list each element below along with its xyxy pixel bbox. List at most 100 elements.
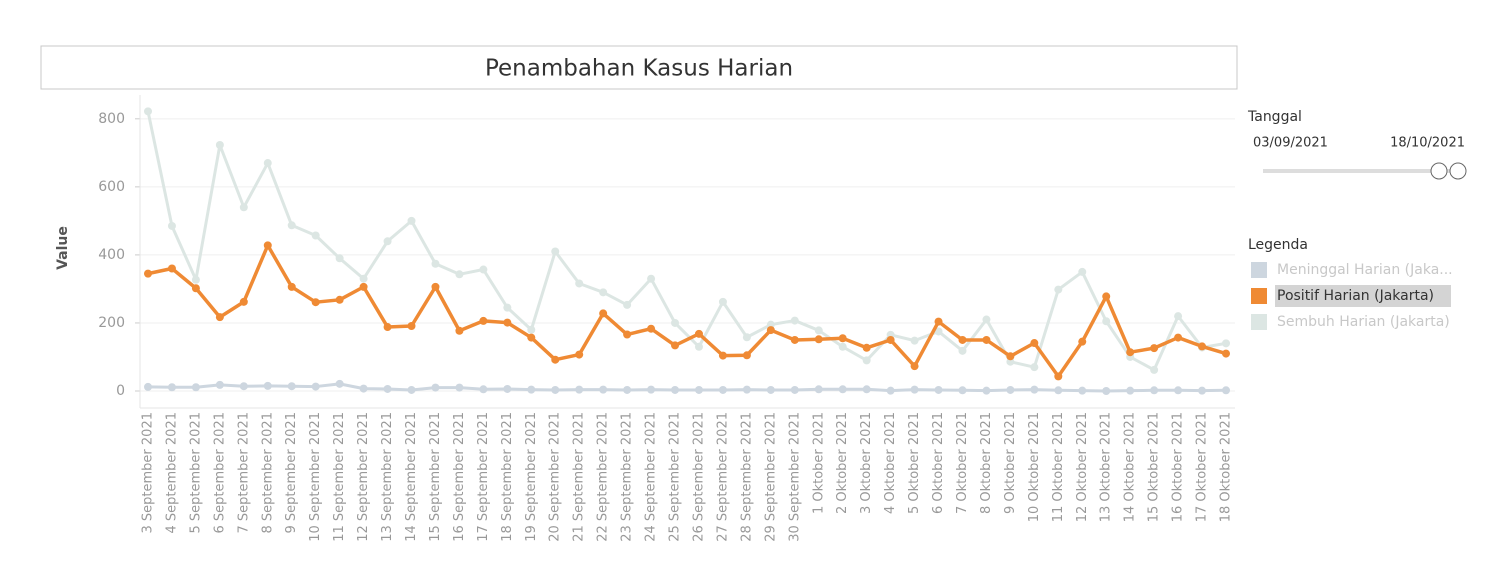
data-point[interactable] xyxy=(1174,333,1183,342)
data-point[interactable] xyxy=(551,385,560,394)
data-point[interactable] xyxy=(838,334,847,343)
data-point[interactable] xyxy=(910,336,919,345)
data-point[interactable] xyxy=(958,346,967,355)
legend-label[interactable]: Positif Harian (Jakarta) xyxy=(1277,288,1434,304)
data-point[interactable] xyxy=(623,300,632,309)
data-point[interactable] xyxy=(671,341,680,350)
data-point[interactable] xyxy=(527,385,536,394)
data-point[interactable] xyxy=(1030,339,1039,348)
data-point[interactable] xyxy=(239,297,248,306)
data-point[interactable] xyxy=(982,315,991,324)
legend-label[interactable]: Meninggal Harian (Jaka... xyxy=(1277,262,1453,278)
data-point[interactable] xyxy=(287,382,296,391)
data-point[interactable] xyxy=(1078,386,1087,395)
data-point[interactable] xyxy=(431,282,440,291)
data-point[interactable] xyxy=(958,335,967,344)
data-point[interactable] xyxy=(718,385,727,394)
legend-swatch[interactable] xyxy=(1251,314,1267,330)
data-point[interactable] xyxy=(455,383,464,392)
data-point[interactable] xyxy=(287,221,296,230)
data-point[interactable] xyxy=(239,382,248,391)
slider-handle-end[interactable] xyxy=(1449,162,1467,180)
data-point[interactable] xyxy=(623,385,632,394)
data-point[interactable] xyxy=(1078,337,1087,346)
data-point[interactable] xyxy=(1078,267,1087,276)
data-point[interactable] xyxy=(647,324,656,333)
data-point[interactable] xyxy=(527,325,536,334)
data-point[interactable] xyxy=(862,356,871,365)
data-point[interactable] xyxy=(1102,292,1111,301)
data-point[interactable] xyxy=(575,385,584,394)
data-point[interactable] xyxy=(239,203,248,212)
data-point[interactable] xyxy=(1102,386,1111,395)
data-point[interactable] xyxy=(503,384,512,393)
data-point[interactable] xyxy=(215,313,224,322)
data-point[interactable] xyxy=(599,288,608,297)
data-point[interactable] xyxy=(455,270,464,279)
data-point[interactable] xyxy=(359,282,368,291)
data-point[interactable] xyxy=(599,309,608,318)
data-point[interactable] xyxy=(191,383,200,392)
data-point[interactable] xyxy=(934,385,943,394)
data-point[interactable] xyxy=(191,284,200,293)
data-point[interactable] xyxy=(647,385,656,394)
data-point[interactable] xyxy=(1054,386,1063,395)
data-point[interactable] xyxy=(263,159,272,168)
data-point[interactable] xyxy=(191,275,200,284)
data-point[interactable] xyxy=(335,295,344,304)
legend-label[interactable]: Sembuh Harian (Jakarta) xyxy=(1277,314,1450,330)
data-point[interactable] xyxy=(934,327,943,336)
data-point[interactable] xyxy=(1222,349,1230,358)
data-point[interactable] xyxy=(1126,348,1135,357)
data-point[interactable] xyxy=(886,335,895,344)
data-point[interactable] xyxy=(1174,312,1183,321)
data-point[interactable] xyxy=(814,335,823,344)
data-point[interactable] xyxy=(742,333,751,342)
data-point[interactable] xyxy=(551,247,560,256)
data-point[interactable] xyxy=(1006,385,1015,394)
data-point[interactable] xyxy=(144,107,152,116)
data-point[interactable] xyxy=(431,259,440,268)
data-point[interactable] xyxy=(766,326,775,335)
data-point[interactable] xyxy=(766,385,775,394)
data-point[interactable] xyxy=(862,343,871,352)
data-point[interactable] xyxy=(910,385,919,394)
data-point[interactable] xyxy=(335,254,344,263)
data-point[interactable] xyxy=(1030,363,1039,372)
data-point[interactable] xyxy=(263,381,272,390)
data-point[interactable] xyxy=(790,385,799,394)
data-point[interactable] xyxy=(790,316,799,325)
data-point[interactable] xyxy=(479,316,488,325)
legend-swatch[interactable] xyxy=(1251,262,1267,278)
data-point[interactable] xyxy=(862,385,871,394)
data-point[interactable] xyxy=(1006,352,1015,361)
data-point[interactable] xyxy=(790,335,799,344)
data-point[interactable] xyxy=(311,382,320,391)
data-point[interactable] xyxy=(407,385,416,394)
data-point[interactable] xyxy=(311,298,320,307)
data-point[interactable] xyxy=(1174,386,1183,395)
data-point[interactable] xyxy=(910,362,919,371)
data-point[interactable] xyxy=(1198,342,1207,351)
data-point[interactable] xyxy=(718,297,727,306)
data-point[interactable] xyxy=(647,274,656,283)
data-point[interactable] xyxy=(167,383,176,392)
data-point[interactable] xyxy=(383,323,392,332)
data-point[interactable] xyxy=(1198,386,1207,395)
data-point[interactable] xyxy=(1222,339,1230,348)
data-point[interactable] xyxy=(1222,386,1230,395)
data-point[interactable] xyxy=(479,265,488,274)
data-point[interactable] xyxy=(479,385,488,394)
data-point[interactable] xyxy=(359,384,368,393)
data-point[interactable] xyxy=(503,303,512,312)
data-point[interactable] xyxy=(838,385,847,394)
data-point[interactable] xyxy=(1150,386,1159,395)
data-point[interactable] xyxy=(407,216,416,225)
data-point[interactable] xyxy=(694,342,703,351)
data-point[interactable] xyxy=(407,322,416,331)
data-point[interactable] xyxy=(287,282,296,291)
data-point[interactable] xyxy=(742,351,751,360)
data-point[interactable] xyxy=(814,326,823,335)
data-point[interactable] xyxy=(982,386,991,395)
data-point[interactable] xyxy=(167,264,176,273)
